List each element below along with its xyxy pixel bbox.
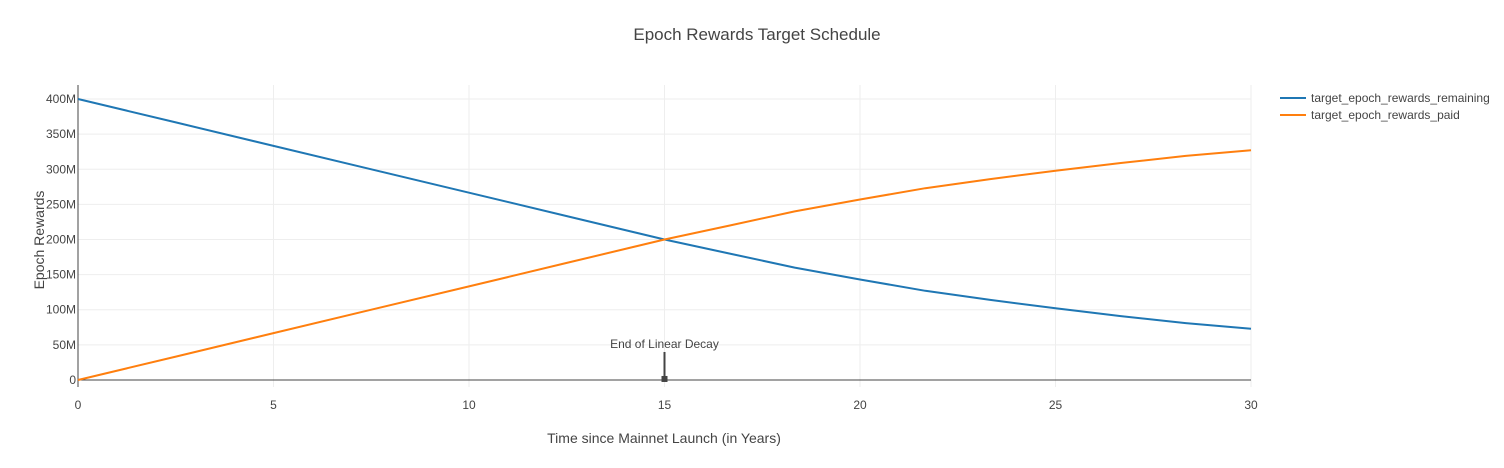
x-tick-label: 15: [658, 398, 672, 412]
x-tick-label: 5: [270, 398, 277, 412]
x-tick-label: 30: [1244, 398, 1258, 412]
y-tick-label: 300M: [46, 162, 76, 176]
y-axis-label: Epoch Rewards: [31, 191, 47, 290]
y-tick-label: 400M: [46, 92, 76, 106]
y-tick-label: 50M: [53, 338, 76, 352]
x-tick-label: 25: [1049, 398, 1063, 412]
y-tick-label: 350M: [46, 127, 76, 141]
annotation-label: End of Linear Decay: [610, 337, 719, 351]
tick-labels: 0 5 10 15 20 25 30 0 50M 100M 150M 200M 250M 300M 350M…: [46, 92, 1258, 412]
chart-title: Epoch Rewards Target Schedule: [633, 25, 880, 44]
x-tick-label: 20: [853, 398, 867, 412]
legend-item-1[interactable]: target_epoch_rewards_paid: [1280, 108, 1460, 122]
y-tick-label: 150M: [46, 268, 76, 282]
legend-label: target_epoch_rewards_paid: [1311, 108, 1460, 122]
y-tick-label: 250M: [46, 197, 76, 211]
y-tick-label: 0: [69, 373, 76, 387]
series-line-0: [77, 98, 1252, 330]
legend[interactable]: target_epoch_rewards_remaining target_epo…: [1280, 91, 1490, 122]
x-tick-label: 0: [75, 398, 82, 412]
annotation-arrow-head: [661, 375, 668, 382]
series-lines: [77, 98, 1252, 381]
annotations: End of Linear Decay: [610, 337, 719, 382]
y-tick-label: 200M: [46, 233, 76, 247]
legend-label: target_epoch_rewards_remaining: [1311, 91, 1490, 105]
x-tick-label: 10: [462, 398, 476, 412]
y-tick-label: 100M: [46, 303, 76, 317]
series-line-1: [77, 149, 1252, 381]
grid: [77, 85, 1252, 387]
x-axis-label: Time since Mainnet Launch (in Years): [547, 430, 781, 446]
legend-item-0[interactable]: target_epoch_rewards_remaining: [1280, 91, 1490, 105]
